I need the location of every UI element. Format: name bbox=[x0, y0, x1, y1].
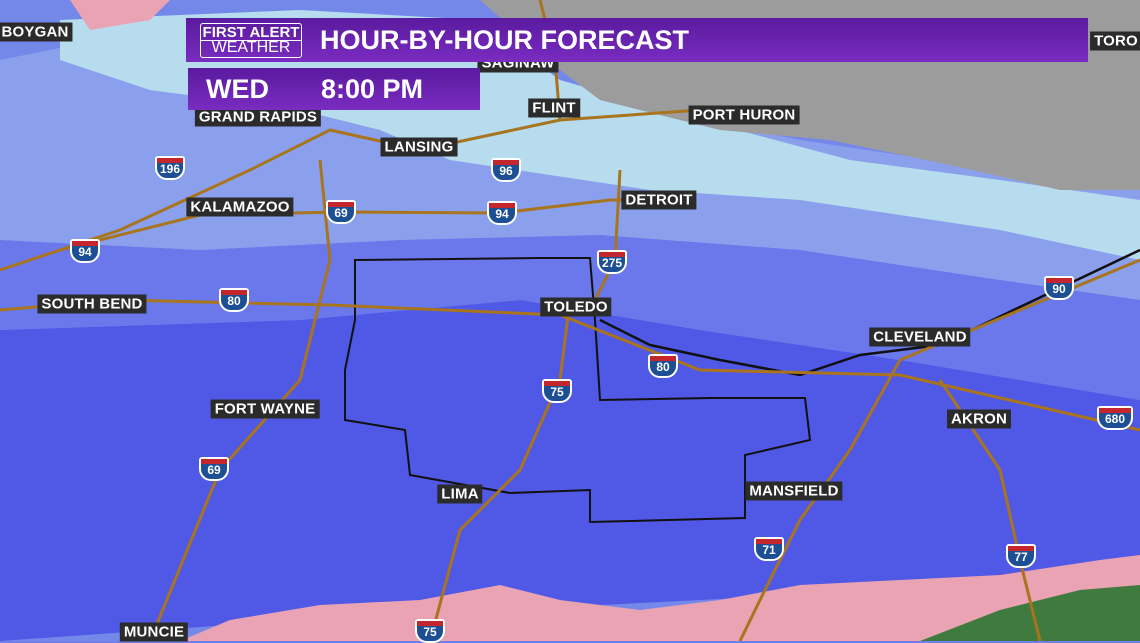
forecast-time: 8:00 PM bbox=[321, 73, 424, 104]
snow-moderate-region bbox=[0, 235, 1140, 400]
city-label: BOYGAN bbox=[0, 22, 73, 42]
city-label: LANSING bbox=[380, 137, 458, 157]
city-label: DETROIT bbox=[621, 190, 697, 210]
city-label: KALAMAZOO bbox=[186, 197, 294, 217]
city-label: CLEVELAND bbox=[869, 327, 971, 347]
interstate-shield-icon: 69 bbox=[199, 457, 229, 481]
interstate-shield-icon: 94 bbox=[487, 201, 517, 225]
city-label: GRAND RAPIDS bbox=[194, 107, 322, 127]
interstate-shield-icon: 680 bbox=[1097, 406, 1133, 430]
mix-region-north bbox=[70, 0, 170, 30]
city-label: TORO bbox=[1090, 31, 1140, 51]
interstate-shield-icon: 196 bbox=[155, 156, 185, 180]
city-label: PORT HURON bbox=[688, 105, 800, 125]
rain-region bbox=[920, 585, 1140, 641]
page-title: HOUR-BY-HOUR FORECAST bbox=[320, 24, 689, 55]
interstate-shield-icon: 71 bbox=[754, 537, 784, 561]
city-label: SOUTH BEND bbox=[37, 294, 147, 314]
city-label: FORT WAYNE bbox=[210, 399, 320, 419]
forecast-day: WED bbox=[206, 73, 269, 104]
interstate-shield-icon: 96 bbox=[491, 158, 521, 182]
title-banner: FIRST ALERT WEATHER HOUR-BY-HOUR FORECAS… bbox=[186, 18, 1088, 62]
city-label: LIMA bbox=[437, 484, 483, 504]
time-banner: WED 8:00 PM bbox=[188, 68, 480, 110]
interstate-shield-icon: 90 bbox=[1044, 276, 1074, 300]
city-label: MANSFIELD bbox=[745, 481, 843, 501]
interstate-shield-icon: 80 bbox=[648, 354, 678, 378]
interstate-shield-icon: 80 bbox=[219, 288, 249, 312]
city-label: FLINT bbox=[528, 98, 580, 118]
interstate-shield-icon: 75 bbox=[542, 379, 572, 403]
interstate-shield-icon: 69 bbox=[326, 200, 356, 224]
first-alert-weather-logo: FIRST ALERT WEATHER bbox=[200, 22, 302, 58]
interstate-shield-icon: 275 bbox=[597, 250, 627, 274]
interstate-shield-icon: 94 bbox=[70, 239, 100, 263]
interstate-shield-icon: 77 bbox=[1006, 544, 1036, 568]
city-label: TOLEDO bbox=[540, 297, 612, 317]
snow-heavy-region bbox=[0, 300, 1140, 641]
county-outline bbox=[344, 257, 812, 524]
city-label: MUNCIE bbox=[119, 622, 189, 642]
interstate-shield-icon: 75 bbox=[415, 619, 445, 643]
city-label: AKRON bbox=[947, 409, 1011, 429]
logo-line1: FIRST ALERT bbox=[202, 23, 300, 41]
logo-line2: WEATHER bbox=[201, 39, 301, 55]
